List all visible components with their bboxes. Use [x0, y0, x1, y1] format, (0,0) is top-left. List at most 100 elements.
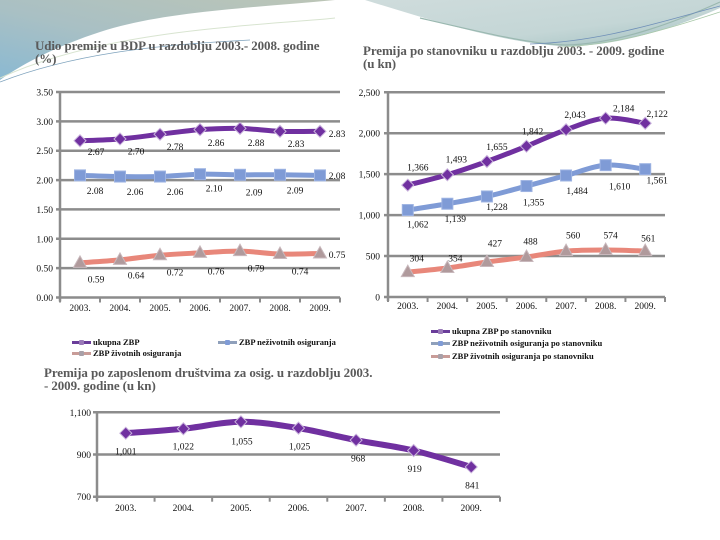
series-0: 2.67 2.70 2.78 2.86 2.88 2.83 2.83	[73, 121, 346, 158]
data-point-square	[480, 190, 493, 203]
data-point-diamond	[193, 122, 207, 137]
data-point-triangle	[72, 254, 88, 268]
x-tick-label: 2006.	[189, 304, 210, 314]
data-point-square	[314, 169, 326, 182]
data-label: 1,139	[445, 215, 467, 225]
data-label: 1,022	[173, 442, 195, 452]
chart-title-per-capita: Premija po stanovniku u razdoblju 2003. …	[363, 44, 664, 70]
chart-title-line: Premija po stanovniku u razdoblju 2003. …	[363, 43, 665, 58]
data-point-diamond	[519, 139, 534, 153]
data-label: 841	[465, 481, 480, 491]
data-label: 2.83	[288, 140, 305, 150]
legend-label: ukupna ZBP	[93, 337, 140, 347]
data-label: 2,043	[564, 111, 586, 121]
y-tick-label: 1,500	[359, 171, 381, 181]
data-point-diamond	[291, 421, 306, 435]
data-point-triangle	[598, 241, 613, 256]
y-tick-label: 1.50	[36, 206, 53, 216]
legend-label: ZBP životnih osiguranja	[93, 348, 182, 358]
data-point-triangle	[112, 251, 128, 265]
data-point-square	[560, 169, 573, 182]
data-label: 1,355	[523, 199, 545, 209]
data-label: 1,001	[115, 448, 137, 458]
data-point-diamond	[559, 123, 573, 137]
legend-swatch-life	[431, 353, 450, 359]
y-tick-label: 2,000	[359, 130, 381, 140]
x-tick-label: 2005.	[149, 304, 170, 314]
x-tick-label: 2008.	[269, 304, 290, 314]
y-tick-label: 1,000	[359, 212, 381, 222]
data-point-triangle	[519, 249, 534, 263]
data-label: 0.64	[128, 271, 145, 281]
legend-label: ZBP neživotnih osiguranja po stanovniku	[452, 338, 603, 348]
series-0: 1,001 1,022 1,055 1,025 968 919 841	[115, 415, 480, 491]
data-label: 488	[523, 238, 538, 248]
data-point-square	[441, 197, 454, 210]
data-point-triangle	[440, 259, 455, 274]
data-label: 0.59	[88, 275, 105, 285]
series-1: 2.08 2.06 2.06 2.10 2.09 2.09 2.08	[74, 168, 346, 198]
x-tick-label: 2006.	[516, 302, 537, 312]
x-tick-label: 2008.	[403, 504, 424, 514]
data-point-diamond	[153, 127, 167, 141]
legend-item-total-per-capita: ukupna ZBP po stanovniku	[431, 326, 551, 337]
data-label: 1,655	[486, 143, 508, 153]
legend-item-nonlife-per-capita: ZBP neživotnih osiguranja po stanovniku	[431, 338, 602, 349]
legend-swatch-life	[72, 350, 91, 356]
data-label: 560	[566, 232, 581, 242]
data-label: 1,228	[486, 203, 508, 213]
data-label: 2.06	[167, 188, 184, 198]
data-label: 1,610	[609, 183, 631, 193]
data-label: 304	[410, 255, 425, 265]
data-point-diamond	[349, 433, 363, 447]
data-point-diamond	[464, 460, 478, 474]
data-point-diamond	[406, 443, 421, 458]
x-tick-label: 2003.	[115, 504, 136, 514]
y-tick-label: 1.00	[36, 235, 53, 245]
x-tick-label: 2007.	[555, 302, 576, 312]
data-label: 2.08	[329, 172, 346, 182]
legend-swatch-total	[431, 328, 450, 334]
x-tick-label: 2003.	[397, 302, 418, 312]
chart-title-line: - 2009. godine (u kn)	[44, 378, 156, 393]
data-label: 561	[641, 235, 656, 245]
data-label: 2.78	[167, 143, 184, 153]
data-point-diamond	[176, 422, 191, 436]
y-tick-label: 3.50	[36, 89, 53, 99]
data-point-diamond	[273, 124, 287, 139]
data-point-square	[154, 170, 166, 183]
x-tick-label: 2003.	[69, 304, 90, 314]
data-point-diamond	[313, 124, 327, 139]
y-tick-label: 700	[77, 493, 92, 503]
x-tick-label: 2004.	[173, 504, 194, 514]
data-point-diamond	[233, 121, 247, 136]
x-tick-label: 2009.	[309, 304, 330, 314]
data-label: 1,842	[522, 128, 544, 138]
data-label: 0.76	[208, 267, 225, 277]
x-tick-label: 2006.	[288, 504, 309, 514]
data-point-square	[74, 169, 86, 182]
x-tick-label: 2009.	[461, 504, 482, 514]
x-tick-label: 2004.	[109, 304, 130, 314]
data-label: 2.70	[128, 147, 145, 157]
y-tick-label: 3.00	[36, 118, 53, 128]
y-tick-label: 500	[366, 253, 381, 263]
data-point-triangle	[558, 243, 574, 257]
series-2: 304 354 427 488 560 574 561	[400, 232, 656, 278]
series-2: 0.59 0.64 0.72 0.76 0.79 0.74 0.75	[72, 243, 346, 285]
y-tick-label: 0.00	[36, 294, 53, 304]
data-point-triangle	[479, 254, 495, 268]
data-label: 2,122	[647, 110, 669, 120]
y-tick-label: 2,500	[359, 89, 381, 99]
data-point-diamond	[638, 116, 652, 130]
data-label: 2.09	[287, 186, 304, 196]
data-label: 1,493	[446, 155, 468, 165]
data-label: 574	[604, 232, 619, 242]
data-point-triangle	[192, 244, 208, 258]
chart-title-line: (%)	[35, 51, 57, 66]
data-label: 2.88	[248, 139, 265, 149]
series-0: 1,366 1,493 1,655 1,842 2,043 2,184 2,122	[401, 105, 669, 192]
data-point-triangle	[232, 243, 248, 257]
